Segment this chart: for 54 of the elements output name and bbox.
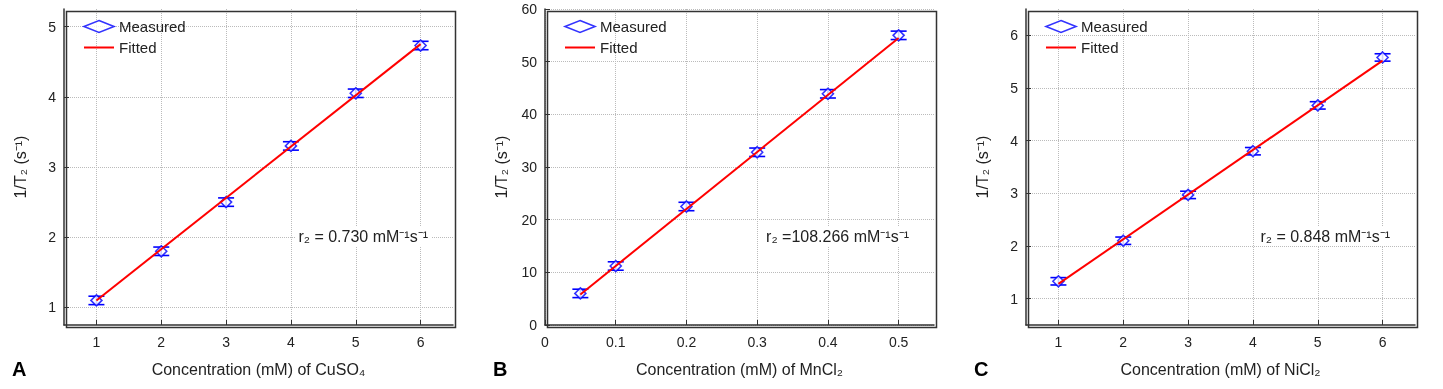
- y-tick-label: 3: [1010, 185, 1019, 202]
- x-tick-label: 0.2: [676, 334, 697, 350]
- y-tick-label: 1: [48, 299, 57, 316]
- x-tick-label: 5: [351, 334, 360, 350]
- x-tick-label: 0: [541, 334, 550, 350]
- x-tick-label: 2: [1119, 334, 1128, 350]
- x-tick-label: 1: [1054, 334, 1063, 350]
- y-tick-label: 5: [1010, 80, 1019, 96]
- x-tick-label: 0.4: [818, 334, 838, 350]
- legend-label: Measured: [1081, 18, 1148, 35]
- x-axis-title: Concentration (mM) of MnCl₂: [635, 360, 844, 378]
- x-tick-label: 5: [1313, 334, 1322, 350]
- x-tick-label: 0.1: [605, 334, 626, 350]
- x-axis-title: Concentration (mM) of CuSO₄: [151, 360, 366, 378]
- y-tick-label: 60: [521, 1, 538, 17]
- y-tick-label: 40: [521, 106, 538, 123]
- x-tick-label: 0.3: [747, 334, 768, 350]
- x-tick-label: 6: [1378, 334, 1387, 350]
- y-tick-label: 5: [48, 18, 57, 35]
- x-tick-label: 3: [1184, 334, 1193, 350]
- x-tick-label: 1: [92, 334, 101, 350]
- annotation: r₂ = 0.848 mM⁻¹s⁻¹: [1260, 227, 1391, 245]
- y-tick-label: 0: [529, 317, 538, 333]
- x-tick-label: 6: [416, 334, 425, 350]
- y-tick-label: 1: [1010, 290, 1019, 307]
- legend-label: Fitted: [600, 39, 638, 56]
- text: B: [493, 358, 508, 380]
- y-tick-label: 4: [48, 88, 57, 105]
- x-tick-label: 2: [157, 334, 166, 350]
- y-axis-title: 1/T₂ (s⁻¹): [973, 135, 991, 199]
- y-tick-label: 6: [1010, 27, 1019, 44]
- y-tick-label: 10: [521, 264, 538, 281]
- y-axis-title: 1/T₂ (s⁻¹): [11, 135, 29, 199]
- x-tick-label: 4: [287, 334, 296, 350]
- x-tick-label: 3: [222, 334, 231, 350]
- legend-label: Fitted: [119, 39, 157, 56]
- x-axis-title: Concentration (mM) of NiCl₂: [1120, 360, 1321, 378]
- y-tick-label: 50: [521, 53, 538, 70]
- y-tick-label: 20: [521, 211, 538, 228]
- x-tick-label: 0.5: [888, 334, 909, 350]
- y-tick-label: 4: [1010, 132, 1019, 149]
- y-tick-label: 2: [1010, 238, 1019, 254]
- annotation: r₂ = 0.730 mM⁻¹s⁻¹: [298, 227, 429, 245]
- y-tick-label: 30: [521, 159, 538, 175]
- legend-label: Measured: [600, 18, 667, 35]
- text: C: [974, 358, 989, 380]
- legend-label: Measured: [119, 18, 186, 35]
- text: A: [12, 358, 27, 380]
- y-tick-label: 2: [48, 229, 57, 246]
- x-tick-label: 4: [1249, 334, 1258, 350]
- legend-label: Fitted: [1081, 39, 1119, 56]
- y-tick-label: 3: [48, 159, 57, 175]
- annotation: r₂ =108.266 mM⁻¹s⁻¹: [766, 227, 909, 245]
- y-axis-title: 1/T₂ (s⁻¹): [492, 135, 510, 199]
